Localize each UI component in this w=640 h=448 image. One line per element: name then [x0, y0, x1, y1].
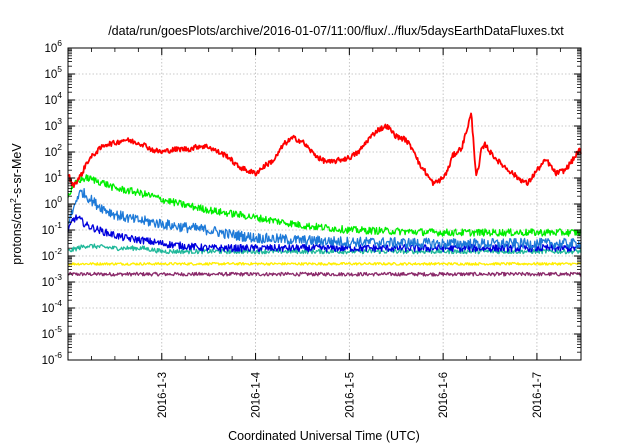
- y-tick-label: 100: [44, 194, 62, 211]
- x-tick-label: 2016-1-7: [532, 372, 544, 418]
- x-axis-label: Coordinated Universal Time (UTC): [228, 429, 420, 443]
- series-line-0: [67, 112, 582, 188]
- series-line-3: [67, 214, 582, 253]
- chart-title: /data/run/goesPlots/archive/2016-01-07/1…: [108, 24, 564, 38]
- y-tick-label: 10-1: [42, 220, 63, 237]
- y-tick-labels: 10-6 10-5 10-4 10-3 10-2 10-1 100 101 102 103 104 1…: [42, 38, 63, 367]
- series-line-5: [67, 261, 582, 266]
- y-axis-label: protons/cm2-s-sr-MeV: [8, 143, 24, 265]
- tick-marks: [68, 47, 581, 361]
- x-tick-labels: 2016-1-3 2016-1-4 2016-1-5 2016-1-6 2016-1-7: [157, 371, 544, 418]
- y-tick-label: 103: [44, 116, 62, 133]
- series-line-6: [67, 271, 582, 277]
- x-tick-label: 2016-1-3: [157, 372, 169, 418]
- y-tick-label: 101: [44, 168, 62, 185]
- series-line-1: [67, 174, 582, 237]
- y-tick-label: 10-5: [42, 324, 63, 341]
- y-tick-label: 10-2: [42, 246, 63, 263]
- y-tick-label: 106: [44, 38, 62, 55]
- series-line-2: [67, 187, 582, 250]
- series-group: [67, 112, 582, 277]
- x-tick-label: 2016-1-6: [438, 372, 450, 418]
- x-tick-label: 2016-1-5: [344, 372, 356, 418]
- y-tick-label: 10-4: [42, 298, 63, 315]
- grid-lines: [68, 48, 581, 360]
- y-tick-label: 102: [44, 142, 62, 159]
- y-tick-label: 10-6: [42, 350, 63, 367]
- y-tick-label: 105: [44, 64, 62, 81]
- y-tick-label: 10-3: [42, 272, 63, 289]
- y-tick-label: 104: [44, 90, 62, 107]
- x-tick-label: 2016-1-4: [251, 371, 263, 418]
